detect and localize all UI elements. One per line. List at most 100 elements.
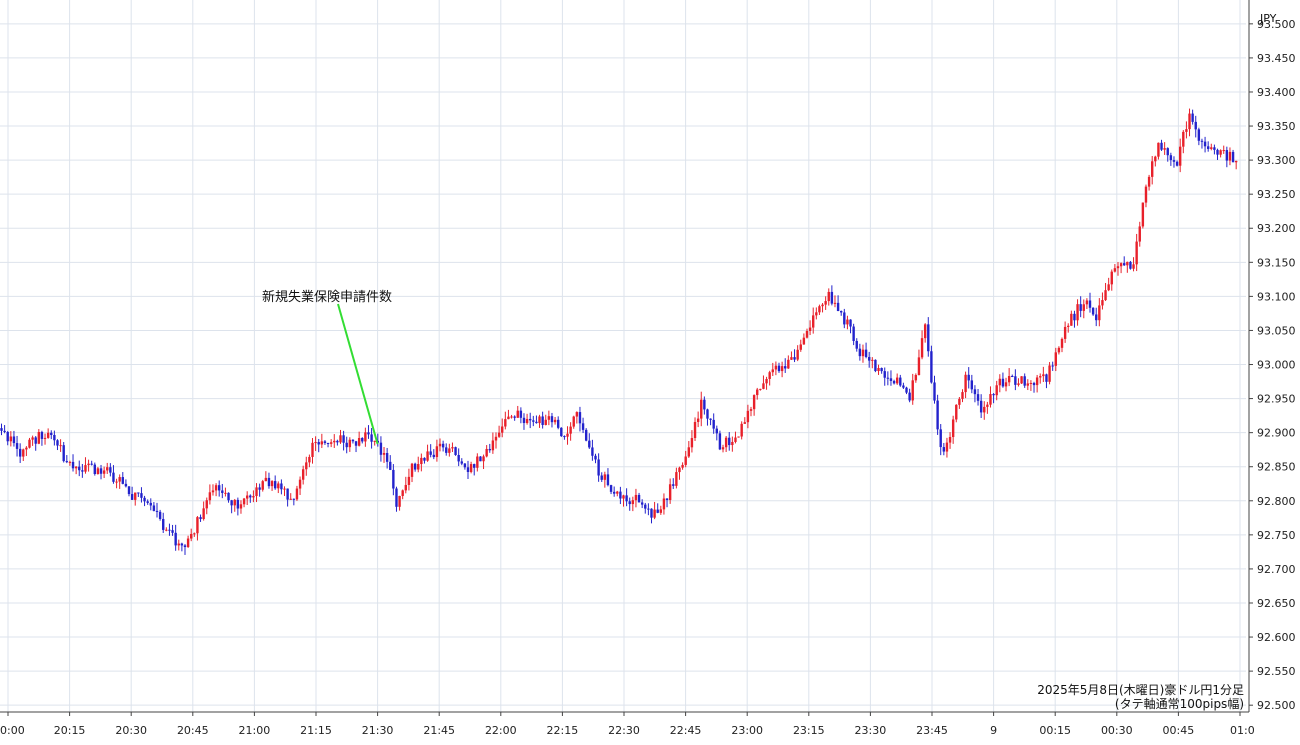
candle-body bbox=[190, 533, 193, 539]
candle-body bbox=[177, 543, 180, 546]
candle-body bbox=[1231, 151, 1235, 163]
candle bbox=[802, 333, 806, 345]
y-tick-label: 93.400 bbox=[1257, 86, 1296, 99]
candle-body bbox=[718, 433, 722, 450]
candle-body bbox=[90, 463, 93, 465]
candle-body bbox=[762, 383, 765, 389]
candle bbox=[152, 502, 156, 512]
candle-body bbox=[917, 357, 921, 376]
candle bbox=[706, 408, 709, 426]
y-axis: 92.500 92.550 92.600 92.650 92.700 92.750 92.8… bbox=[1248, 0, 1296, 712]
grid-lines bbox=[0, 0, 1246, 712]
x-tick-label: 23:15 bbox=[793, 724, 825, 737]
candle-body bbox=[261, 481, 264, 490]
candle-body bbox=[1147, 176, 1151, 187]
candle bbox=[566, 426, 569, 445]
candle-body bbox=[124, 483, 128, 487]
candle-body bbox=[273, 481, 277, 489]
candle bbox=[407, 468, 411, 491]
candle-body bbox=[501, 426, 504, 433]
candle bbox=[1216, 148, 1219, 160]
candle bbox=[336, 439, 339, 446]
x-tick-label: 23:45 bbox=[916, 724, 948, 737]
candle-body bbox=[746, 410, 750, 423]
candle bbox=[721, 444, 725, 453]
candle-body bbox=[289, 498, 292, 500]
candle-body bbox=[662, 498, 666, 510]
candle bbox=[1129, 260, 1132, 270]
candle bbox=[392, 464, 395, 496]
candle bbox=[1213, 144, 1216, 155]
candle-body bbox=[236, 499, 240, 509]
candle-body bbox=[1107, 284, 1110, 291]
candle bbox=[560, 427, 563, 437]
candle bbox=[889, 370, 893, 386]
candle-body bbox=[867, 356, 871, 361]
x-tick-label: 0:00 bbox=[0, 724, 25, 737]
candle bbox=[1144, 184, 1148, 208]
candle bbox=[905, 386, 908, 395]
candle-body bbox=[211, 490, 215, 493]
candle-body bbox=[647, 508, 650, 510]
candle bbox=[413, 462, 417, 472]
candle-body bbox=[491, 440, 495, 451]
candle-body bbox=[684, 456, 687, 465]
candle-body bbox=[242, 498, 246, 505]
candle bbox=[162, 512, 165, 533]
candle-body bbox=[547, 416, 551, 420]
candle-body bbox=[864, 349, 868, 357]
candle-body bbox=[737, 436, 740, 438]
candle-body bbox=[942, 447, 946, 452]
candle-body bbox=[805, 330, 809, 338]
candle-body bbox=[1119, 263, 1123, 267]
candle bbox=[432, 449, 435, 460]
x-tick-label: 21:15 bbox=[300, 724, 332, 737]
candle bbox=[174, 524, 177, 551]
candle-body bbox=[774, 365, 778, 370]
candle bbox=[1060, 337, 1064, 353]
candle bbox=[659, 505, 663, 515]
candle-body bbox=[143, 497, 146, 502]
candle bbox=[1026, 379, 1029, 391]
candle-body bbox=[435, 446, 439, 458]
candle bbox=[538, 414, 541, 428]
candle-body bbox=[267, 477, 271, 487]
candle-body bbox=[951, 419, 955, 438]
candle bbox=[836, 295, 840, 312]
candle-body bbox=[218, 485, 221, 491]
candle-body bbox=[37, 431, 41, 444]
candle-body bbox=[245, 495, 249, 499]
candle-body bbox=[308, 456, 311, 463]
candle-body bbox=[1141, 202, 1145, 227]
candle bbox=[942, 442, 946, 456]
candle bbox=[323, 439, 327, 445]
candle bbox=[1032, 381, 1036, 393]
candle-body bbox=[392, 469, 395, 489]
candle-body bbox=[84, 465, 87, 472]
candle-body bbox=[1169, 155, 1173, 161]
candle bbox=[1048, 362, 1051, 385]
candle-body bbox=[936, 400, 939, 430]
candle-body bbox=[404, 484, 407, 491]
candle-body bbox=[354, 441, 358, 446]
candle-body bbox=[740, 423, 743, 437]
candle-body bbox=[578, 412, 582, 424]
candle bbox=[245, 491, 249, 506]
candle bbox=[320, 433, 324, 449]
candle-body bbox=[560, 427, 563, 437]
candle bbox=[196, 516, 199, 541]
candle bbox=[556, 416, 560, 430]
candle-body bbox=[584, 429, 588, 441]
candle-body bbox=[134, 492, 137, 500]
candle-body bbox=[1042, 374, 1045, 377]
candle bbox=[976, 389, 980, 406]
candle-body bbox=[1123, 263, 1126, 266]
candle bbox=[1085, 298, 1089, 309]
candle-body bbox=[1032, 382, 1036, 386]
candle-body bbox=[787, 359, 790, 369]
candle bbox=[790, 351, 793, 361]
candle-body bbox=[329, 442, 333, 444]
candle-body bbox=[961, 392, 964, 399]
candle bbox=[71, 454, 75, 472]
candle-body bbox=[799, 344, 802, 350]
